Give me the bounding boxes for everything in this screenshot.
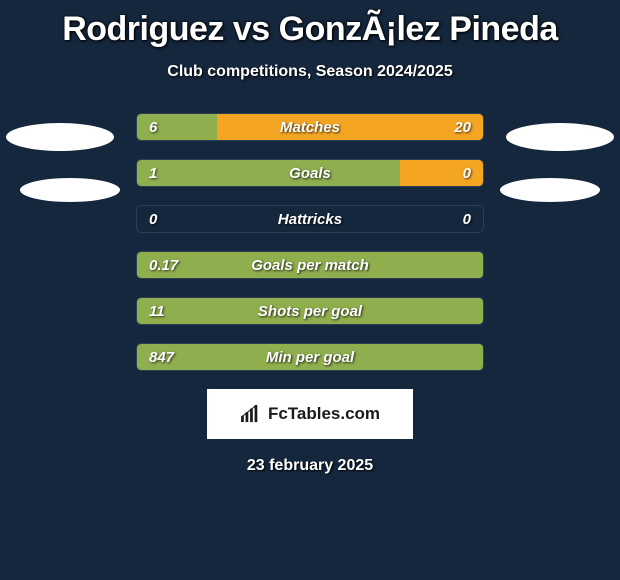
brand-badge: FcTables.com xyxy=(207,389,413,439)
stat-value-right xyxy=(459,344,483,370)
chart-icon xyxy=(240,405,262,423)
stat-value-right xyxy=(459,252,483,278)
player-left-oval-bottom xyxy=(20,178,120,202)
stat-row: 6 Matches 20 xyxy=(136,113,484,141)
stat-fill-left xyxy=(137,298,483,324)
stat-row: 1 Goals 0 xyxy=(136,159,484,187)
stat-fill-left xyxy=(137,344,483,370)
stat-row: 0 Hattricks 0 xyxy=(136,205,484,233)
stat-fill-left xyxy=(137,160,400,186)
stats-container: 6 Matches 20 1 Goals 0 0 Hattricks 0 0.1… xyxy=(0,113,620,371)
stat-value-left: 6 xyxy=(137,114,169,140)
player-left-oval-top xyxy=(6,123,114,151)
stat-value-left: 1 xyxy=(137,160,169,186)
stat-value-left: 11 xyxy=(137,298,177,324)
stat-row: 11 Shots per goal xyxy=(136,297,484,325)
stat-value-right: 0 xyxy=(451,206,483,232)
page-title: Rodriguez vs GonzÃ¡lez Pineda xyxy=(0,0,620,49)
stat-label: Hattricks xyxy=(137,206,483,232)
stat-value-right: 0 xyxy=(451,160,483,186)
stat-value-left: 0.17 xyxy=(137,252,190,278)
stat-value-left: 847 xyxy=(137,344,186,370)
stat-row: 847 Min per goal xyxy=(136,343,484,371)
brand-text: FcTables.com xyxy=(268,404,380,424)
stat-row: 0.17 Goals per match xyxy=(136,251,484,279)
page-subtitle: Club competitions, Season 2024/2025 xyxy=(0,63,620,81)
stat-value-right xyxy=(459,298,483,324)
stat-value-right: 20 xyxy=(442,114,483,140)
stat-value-left: 0 xyxy=(137,206,169,232)
footer-date: 23 february 2025 xyxy=(0,457,620,475)
player-right-oval-top xyxy=(506,123,614,151)
player-right-oval-bottom xyxy=(500,178,600,202)
